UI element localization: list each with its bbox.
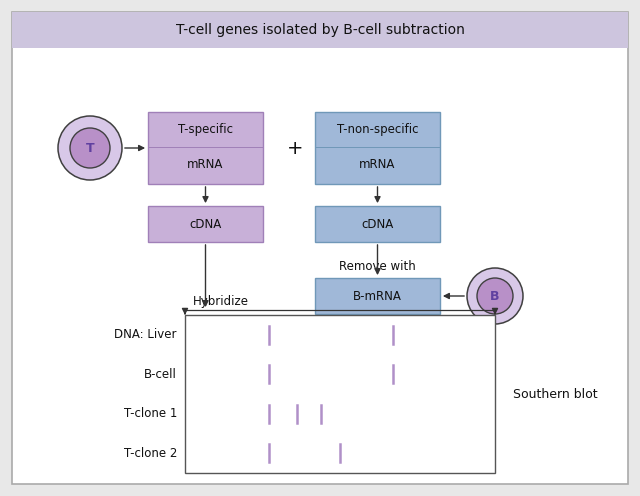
Text: T-clone 2: T-clone 2	[124, 447, 177, 460]
Text: mRNA: mRNA	[188, 158, 224, 171]
Text: cDNA: cDNA	[189, 218, 221, 231]
Circle shape	[467, 268, 523, 324]
Text: T: T	[86, 141, 94, 154]
Text: cDNA: cDNA	[362, 218, 394, 231]
Circle shape	[477, 278, 513, 314]
Text: B-cell: B-cell	[144, 368, 177, 381]
Bar	[148, 206, 263, 242]
Circle shape	[58, 116, 122, 180]
Text: T-cell genes isolated by B-cell subtraction: T-cell genes isolated by B-cell subtract…	[175, 23, 465, 37]
Text: +: +	[287, 138, 303, 158]
Text: Southern blot: Southern blot	[513, 387, 598, 400]
Text: mRNA: mRNA	[359, 158, 396, 171]
Bar	[315, 206, 440, 242]
Text: B-mRNA: B-mRNA	[353, 290, 402, 303]
Text: T-specific: T-specific	[178, 124, 233, 136]
Text: DNA: Liver: DNA: Liver	[115, 328, 177, 341]
Text: B: B	[490, 290, 500, 303]
Text: T-non-specific: T-non-specific	[337, 124, 419, 136]
Text: Hybridize: Hybridize	[193, 295, 249, 308]
Circle shape	[70, 128, 110, 168]
Bar	[12, 12, 628, 48]
Bar	[148, 112, 263, 184]
Text: T-clone 1: T-clone 1	[124, 407, 177, 420]
Text: Remove with: Remove with	[339, 259, 416, 272]
Bar	[315, 278, 440, 314]
Bar	[315, 112, 440, 184]
Bar	[185, 315, 495, 473]
